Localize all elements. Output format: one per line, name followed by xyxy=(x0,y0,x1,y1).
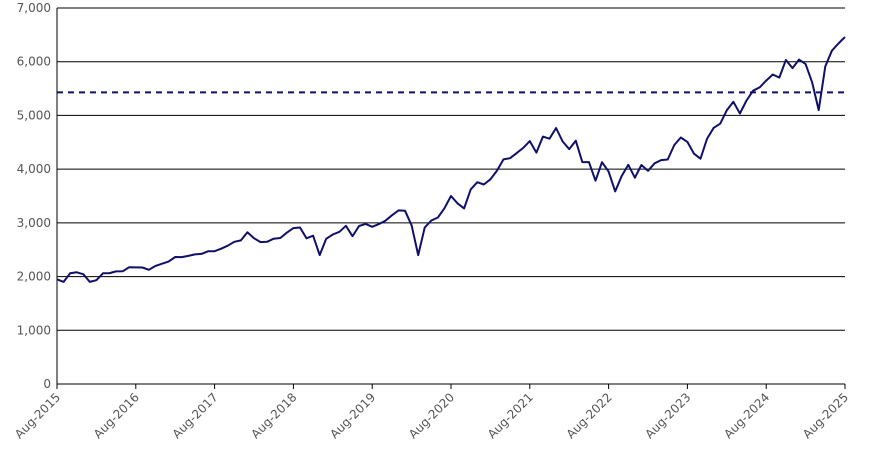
y-tick-label: 4,000 xyxy=(17,162,51,176)
line-series xyxy=(56,36,846,283)
x-tick-label: Aug-2021 xyxy=(485,390,536,441)
y-tick-label: 5,000 xyxy=(17,108,51,122)
y-tick-label: 6,000 xyxy=(17,55,51,69)
x-tick-label: Aug-2016 xyxy=(91,390,142,441)
x-tick-label: Aug-2017 xyxy=(170,390,221,441)
x-tick-label: Aug-2025 xyxy=(800,390,851,441)
y-tick-label: 3,000 xyxy=(17,216,51,230)
y-tick-label: 0 xyxy=(43,377,51,391)
x-tick-label: Aug-2024 xyxy=(721,390,772,441)
x-tick-label: Aug-2019 xyxy=(327,390,378,441)
y-tick-label: 7,000 xyxy=(17,1,51,15)
x-tick-label: Aug-2018 xyxy=(248,390,299,441)
x-tick-label: Aug-2020 xyxy=(406,390,457,441)
x-tick-label: Aug-2015 xyxy=(12,390,63,441)
x-tick-label: Aug-2022 xyxy=(564,390,615,441)
x-tick-label: Aug-2023 xyxy=(642,390,693,441)
y-tick-label: 2,000 xyxy=(17,270,51,284)
y-tick-label: 1,000 xyxy=(17,323,51,337)
